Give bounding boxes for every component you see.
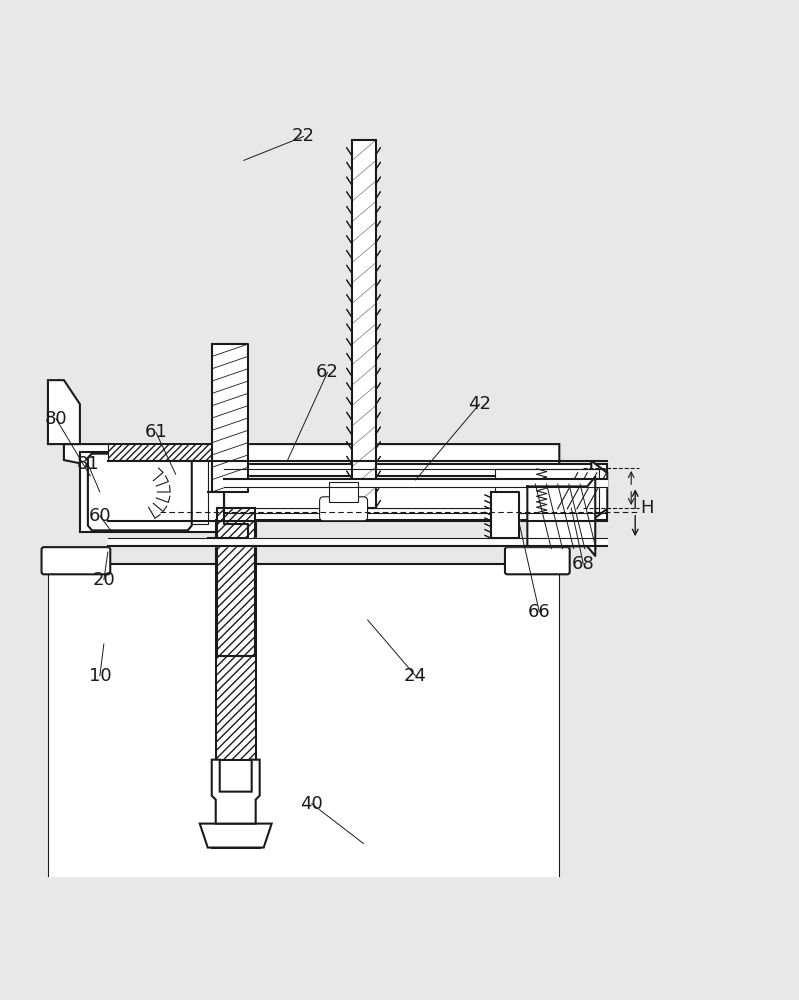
Polygon shape <box>200 824 272 848</box>
Bar <box>96 460 208 524</box>
Polygon shape <box>48 380 80 444</box>
Polygon shape <box>491 492 519 538</box>
Bar <box>108 444 224 460</box>
Bar <box>96 464 607 476</box>
Polygon shape <box>212 760 260 824</box>
Polygon shape <box>108 538 607 546</box>
Bar <box>96 508 607 520</box>
Polygon shape <box>212 344 248 492</box>
Text: H: H <box>641 499 654 517</box>
Text: 10: 10 <box>89 667 111 685</box>
Polygon shape <box>224 479 607 487</box>
Text: 66: 66 <box>528 603 551 621</box>
FancyBboxPatch shape <box>505 547 570 574</box>
Text: 68: 68 <box>572 555 594 573</box>
Polygon shape <box>48 564 559 876</box>
FancyBboxPatch shape <box>320 497 368 521</box>
Polygon shape <box>527 477 595 556</box>
Text: 22: 22 <box>292 127 315 145</box>
Text: 40: 40 <box>300 795 323 813</box>
Bar <box>329 482 358 502</box>
FancyBboxPatch shape <box>42 547 110 574</box>
Polygon shape <box>64 444 559 476</box>
Text: 60: 60 <box>89 507 111 525</box>
Text: 20: 20 <box>93 571 115 589</box>
Bar <box>352 140 376 508</box>
Text: 62: 62 <box>316 363 339 381</box>
Bar <box>80 452 224 532</box>
Text: 24: 24 <box>404 667 427 685</box>
Text: 80: 80 <box>45 410 67 428</box>
Text: 81: 81 <box>77 455 99 473</box>
Bar <box>495 469 599 513</box>
Polygon shape <box>591 461 607 521</box>
Polygon shape <box>88 454 192 530</box>
Text: 42: 42 <box>468 395 491 413</box>
Polygon shape <box>217 508 255 656</box>
Polygon shape <box>352 140 376 508</box>
Text: 61: 61 <box>145 423 167 441</box>
Bar <box>224 476 575 508</box>
Polygon shape <box>216 520 256 760</box>
